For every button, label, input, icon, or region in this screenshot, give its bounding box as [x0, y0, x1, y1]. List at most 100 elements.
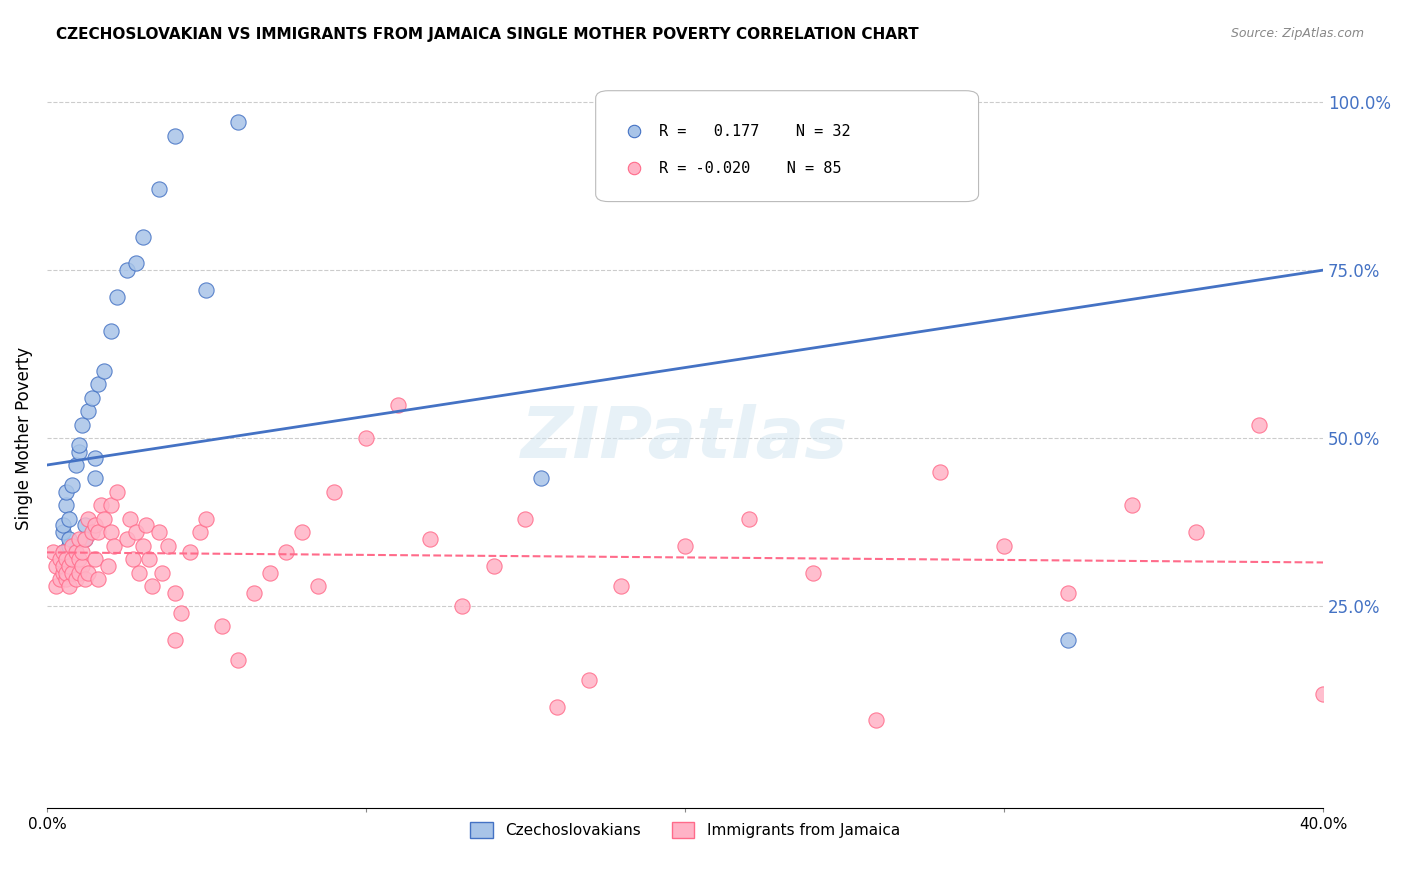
Point [87, 525, 110, 540]
Point [228, 115, 250, 129]
Point [70, 417, 93, 432]
Point [58, 558, 80, 573]
Point [67, 438, 90, 452]
Point [48, 572, 70, 586]
FancyBboxPatch shape [596, 91, 979, 202]
Point [45, 558, 67, 573]
Point [52, 558, 75, 573]
Point [58, 512, 80, 526]
Point [48, 552, 70, 566]
Point [578, 673, 600, 687]
Point [993, 539, 1015, 553]
Point [546, 700, 568, 714]
Point [55, 484, 77, 499]
Point [195, 512, 218, 526]
Point [65, 545, 87, 559]
Point [75, 572, 97, 586]
Point [170, 606, 193, 620]
Point [58, 539, 80, 553]
Point [67, 566, 90, 580]
Point [65, 458, 87, 472]
Point [52, 518, 75, 533]
Point [105, 290, 128, 304]
Point [83, 471, 105, 485]
Point [55, 566, 77, 580]
Point [80, 525, 103, 540]
Point [131, 229, 153, 244]
Point [148, 182, 170, 196]
Point [75, 518, 97, 533]
Point [515, 512, 537, 526]
Point [865, 714, 887, 728]
Point [482, 558, 505, 573]
Point [211, 619, 233, 633]
Point [157, 539, 180, 553]
Point [610, 579, 633, 593]
Point [67, 532, 90, 546]
Point [1249, 417, 1271, 432]
Point [100, 324, 122, 338]
Point [45, 579, 67, 593]
Point [163, 128, 186, 143]
Point [141, 579, 163, 593]
Point [70, 545, 93, 559]
Point [93, 512, 115, 526]
Point [52, 545, 75, 559]
Point [62, 478, 84, 492]
Point [1057, 632, 1080, 647]
Point [58, 532, 80, 546]
Point [118, 512, 141, 526]
Point [125, 525, 148, 540]
Point [125, 256, 148, 270]
Point [1121, 499, 1143, 513]
Point [77, 512, 100, 526]
Point [55, 499, 77, 513]
Text: Source: ZipAtlas.com: Source: ZipAtlas.com [1230, 27, 1364, 40]
Point [122, 552, 145, 566]
Point [83, 451, 105, 466]
Point [135, 518, 157, 533]
Point [1312, 686, 1334, 700]
Point [929, 465, 952, 479]
Point [276, 545, 298, 559]
Legend: Czechoslovakians, Immigrants from Jamaica: Czechoslovakians, Immigrants from Jamaic… [464, 816, 905, 845]
Point [131, 539, 153, 553]
Point [307, 579, 329, 593]
Point [62, 566, 84, 580]
Point [96, 558, 118, 573]
Point [243, 585, 266, 599]
Text: R =   0.177    N = 32: R = 0.177 N = 32 [659, 124, 851, 139]
Point [52, 525, 75, 540]
Point [450, 599, 472, 614]
Point [188, 525, 211, 540]
Text: ZIPatlas: ZIPatlas [522, 404, 849, 473]
Point [62, 539, 84, 553]
Point [323, 484, 346, 499]
Point [179, 545, 201, 559]
Point [228, 653, 250, 667]
Point [738, 512, 761, 526]
Point [75, 532, 97, 546]
Point [67, 444, 90, 458]
Point [62, 552, 84, 566]
Point [115, 532, 138, 546]
Point [128, 566, 150, 580]
Point [1057, 585, 1080, 599]
Point [87, 572, 110, 586]
Point [115, 263, 138, 277]
Point [42, 545, 65, 559]
Point [163, 632, 186, 647]
Point [83, 518, 105, 533]
Point [77, 566, 100, 580]
Point [67, 552, 90, 566]
Point [1184, 525, 1206, 540]
Point [354, 431, 377, 445]
Point [52, 566, 75, 580]
Point [93, 364, 115, 378]
Point [150, 566, 173, 580]
Point [75, 532, 97, 546]
Point [55, 552, 77, 566]
Point [87, 377, 110, 392]
Point [138, 552, 160, 566]
Point [387, 398, 409, 412]
